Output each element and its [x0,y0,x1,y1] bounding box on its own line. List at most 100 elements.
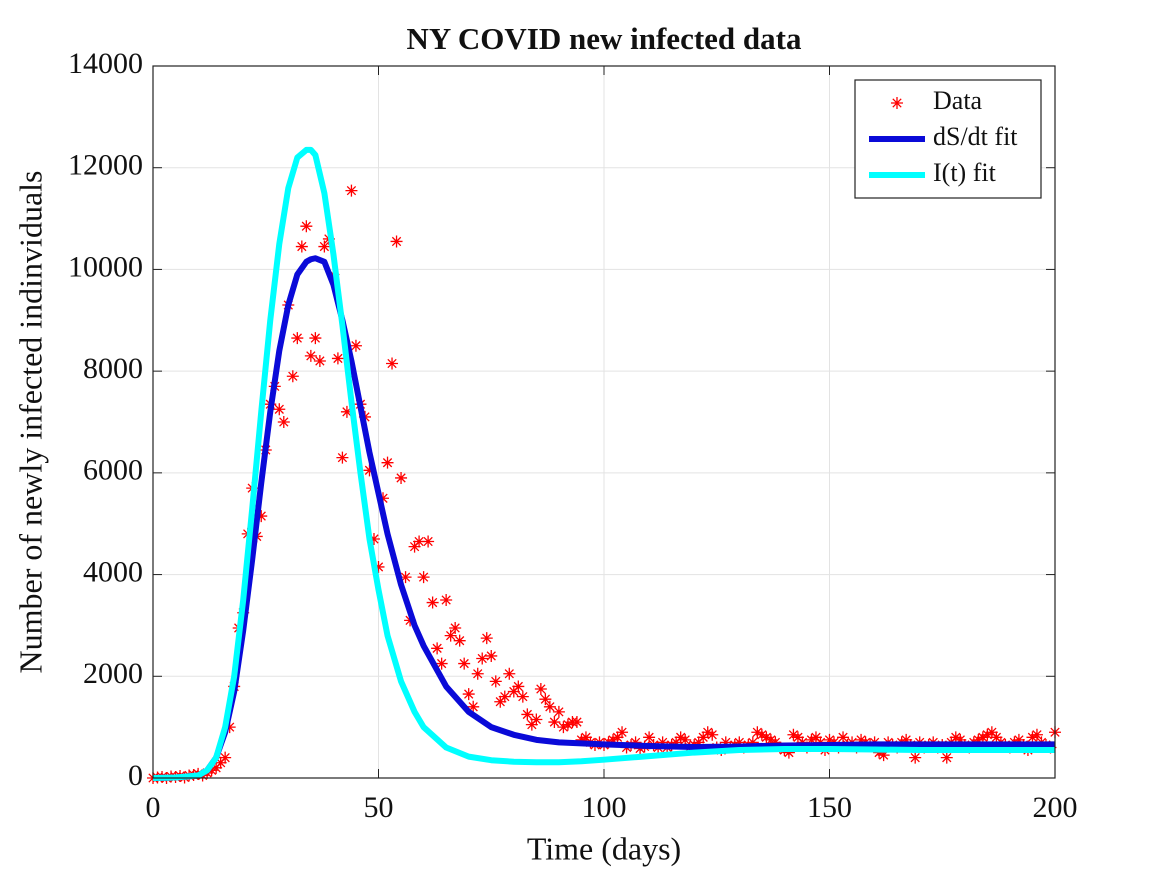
data-point [990,731,1003,744]
data-point [277,416,290,428]
data-point [313,354,326,367]
data-point [981,728,994,741]
x-tick-label: 150 [807,791,852,824]
y-tick-label: 6000 [83,454,143,487]
data-point [972,733,985,746]
data-point [273,403,286,416]
data-point [760,731,773,744]
data-point [548,716,561,729]
data-point [462,688,475,701]
data-point [525,718,538,731]
data-point [976,731,989,744]
data-point [755,728,768,741]
data-point [733,736,746,749]
legend-label: Data [933,86,983,115]
data-point [210,761,223,774]
data-point [219,751,232,764]
data-point [805,733,818,746]
data-point [521,708,534,721]
x-axis-label: Time (days) [527,830,681,866]
data-point [485,649,498,662]
data-point [300,220,313,233]
data-point [471,667,484,680]
data-point [611,731,624,744]
data-point [286,370,299,383]
data-point [304,349,317,362]
legend-label: dS/dt fit [933,122,1018,151]
y-tick-label: 8000 [83,352,143,385]
data-point [318,240,331,253]
data-point [900,733,913,746]
data-point [512,680,525,693]
data-point [399,571,412,584]
data-point [877,749,890,762]
data-point [395,471,408,484]
fit-line [152,146,1055,781]
data-point [543,700,556,713]
data-point [607,733,620,746]
data-point [1026,731,1039,744]
data-point [769,736,782,749]
data-point [214,756,227,769]
data-point [656,736,669,749]
data-point [764,733,777,746]
data-point [701,726,714,739]
data-point [679,733,692,746]
y-axis-label: Number of newly infected indinviduals [12,171,48,674]
data-point [579,731,592,744]
data-point [552,705,565,718]
data-point [291,332,304,345]
data-point [422,535,435,548]
data-point [377,492,390,505]
y-tick-label: 10000 [68,250,143,283]
data-point [692,736,705,749]
data-point [985,726,998,739]
x-tick-label: 50 [364,791,394,824]
y-tick-label: 0 [128,759,143,792]
data-point [336,451,349,464]
x-tick-label: 100 [582,791,627,824]
legend-marker [891,97,903,109]
data-point [954,733,967,746]
data-point [476,652,489,665]
data-point [791,731,804,744]
data-point [782,746,795,759]
data-point [1030,728,1043,741]
data-point [426,596,439,609]
data-point [372,560,385,573]
data-point [489,675,502,688]
data-point [751,726,764,739]
legend-label: I(t) fit [933,158,997,187]
data-point [809,731,822,744]
data-point [480,632,493,645]
plot-frame [152,65,1056,779]
data-point [417,571,430,584]
y-tick-label: 2000 [83,657,143,690]
data-point [746,736,759,749]
data-point [255,510,268,523]
data-point [616,726,629,739]
data-point [458,657,471,670]
data-point [367,532,380,545]
x-tick-label: 200 [1033,791,1078,824]
data-point [855,733,868,746]
data-point [498,690,511,703]
y-tick-label: 12000 [68,149,143,182]
data-point [295,240,308,253]
data-point [706,728,719,741]
data-point [909,751,922,764]
data-point [467,700,480,713]
x-tick-label: 0 [146,791,161,824]
data-point [539,693,552,706]
data-point [453,634,466,647]
data-point [413,535,426,548]
fit-line [152,255,1055,781]
data-point [719,736,732,749]
data-point [575,733,588,746]
data-point [823,733,836,746]
data-point [507,685,520,698]
data-point [381,456,394,469]
data-point [449,621,462,634]
data-point [435,657,448,670]
